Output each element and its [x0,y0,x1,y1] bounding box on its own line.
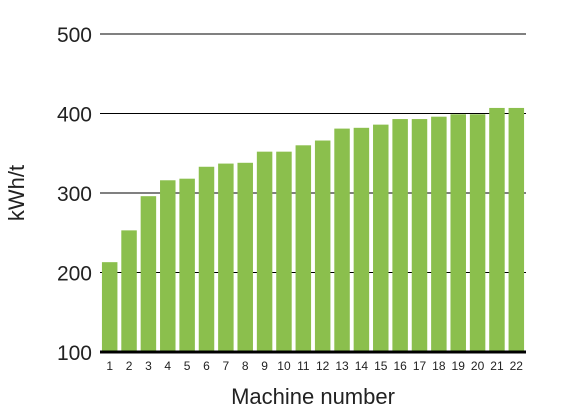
bar-machine-15 [373,124,389,352]
x-tick-label-20: 20 [471,359,485,373]
x-tick-label-1: 1 [106,359,113,373]
bar-machine-2 [121,230,137,352]
bars [101,107,525,353]
x-tick-label-19: 19 [452,359,466,373]
bar-machine-19 [450,114,466,352]
x-tick-label-13: 13 [335,359,349,373]
x-tick-label-11: 11 [297,359,310,373]
x-tick-label-22: 22 [510,359,524,373]
bar-machine-6 [198,166,215,352]
x-tick-label-6: 6 [203,359,210,373]
bar-machine-3 [140,196,157,352]
bar-machine-21 [489,107,505,352]
bar-machine-17 [411,119,428,352]
y-axis-label: kWh/t [4,165,29,221]
x-tick-label-12: 12 [316,359,330,373]
x-tick-label-3: 3 [145,359,152,373]
x-tick-label-14: 14 [355,359,369,373]
y-tick-label-100: 100 [57,342,92,365]
x-tick-label-21: 21 [490,359,504,373]
x-tick-label-17: 17 [413,359,427,373]
x-axis-label: Machine number [231,384,395,409]
x-tick-label-2: 2 [126,359,133,373]
bar-machine-7 [218,163,234,352]
x-tick-label-10: 10 [277,359,291,373]
bar-machine-8 [237,162,253,352]
x-axis-ticks: 1 2 3 4 5 6 7 8 9 10 11 12 13 14 15 16 17 18 19 20 21 22 [106,359,523,373]
bar-machine-12 [314,140,331,352]
bar-machine-13 [334,128,350,352]
bar-machine-18 [431,116,447,353]
bar-machine-5 [179,178,195,352]
bar-machine-11 [295,145,312,352]
bar-machine-4 [160,180,176,352]
bar-machine-10 [276,151,292,352]
x-tick-label-18: 18 [432,359,446,373]
x-tick-label-15: 15 [374,359,388,373]
y-axis-ticks: 100 200 300 400 500 [57,24,92,365]
bar-machine-20 [469,114,486,352]
x-tick-label-4: 4 [164,359,171,373]
x-tick-label-16: 16 [393,359,407,373]
x-tick-label-8: 8 [242,359,249,373]
bar-machine-16 [392,119,408,352]
x-tick-label-9: 9 [261,359,268,373]
y-tick-label-400: 400 [57,104,92,127]
y-tick-label-500: 500 [57,24,92,47]
y-tick-label-200: 200 [57,263,92,286]
bar-machine-1 [101,262,118,352]
y-tick-label-300: 300 [57,183,92,206]
bar-machine-14 [353,127,370,352]
bar-machine-22 [508,107,525,352]
x-tick-label-5: 5 [184,359,191,373]
bar-machine-9 [256,151,273,352]
x-tick-label-7: 7 [223,359,230,373]
